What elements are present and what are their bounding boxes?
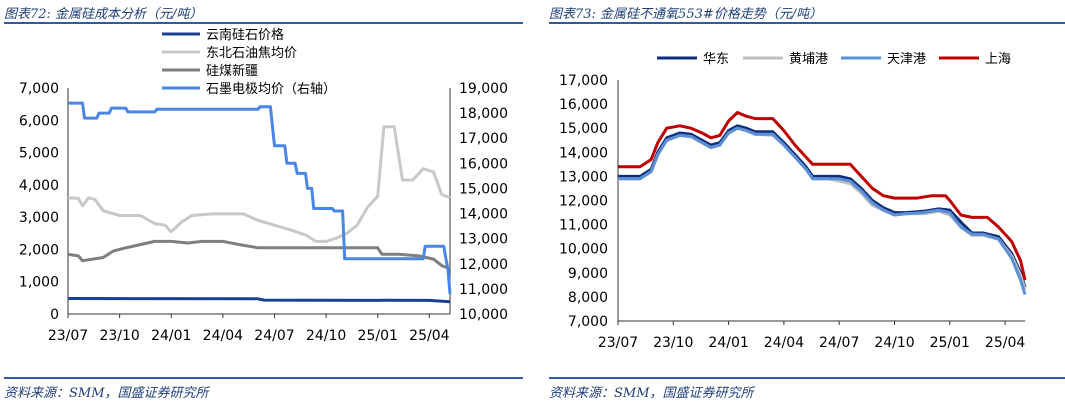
y-tick-label: 15,000 <box>559 121 608 137</box>
legend-label: 硅煤新疆 <box>206 63 258 79</box>
chart-source: 资料来源：SMM，国盛证券研究所 <box>4 386 209 401</box>
y-tick-label-right: 11,000 <box>459 282 508 298</box>
x-tick-label: 24/01 <box>151 328 191 344</box>
y-tick-label: 11,000 <box>559 218 608 234</box>
legend-label: 石墨电极均价（右轴） <box>206 82 336 97</box>
series-line-2 <box>618 126 1027 291</box>
series-line-4 <box>68 101 452 295</box>
x-tick-label: 24/04 <box>203 328 243 344</box>
y-tick-label: 7,000 <box>568 314 608 330</box>
y-tick-label-left: 3,000 <box>19 210 59 226</box>
x-tick-label: 23/07 <box>598 335 638 351</box>
x-tick-label: 24/04 <box>764 335 804 351</box>
x-tick-label: 24/10 <box>874 335 914 351</box>
series-line-4 <box>618 111 1027 281</box>
chart-title: 图表72: 金属硅成本分析（元/吨） <box>4 7 203 22</box>
source-divider <box>4 377 523 379</box>
y-tick-label: 12,000 <box>559 194 608 210</box>
legend-label: 云南硅石价格 <box>206 27 284 43</box>
y-tick-label-right: 15,000 <box>459 181 508 197</box>
series-line-3 <box>67 239 451 271</box>
price-trend-chart: 7,000 8,000 9,000 10,000 11,000 12,000 13,000 1… <box>559 52 1027 351</box>
series-line-2 <box>67 125 451 243</box>
y-tick-label: 16,000 <box>559 97 608 113</box>
series-line-3 <box>618 126 1027 295</box>
y-tick-label: 9,000 <box>568 266 608 282</box>
y-tick-label-left: 6,000 <box>19 113 59 129</box>
chart-panel-cost-analysis: 图表72: 金属硅成本分析（元/吨） 0 1,000 2,000 3,000 4,000… <box>0 0 523 404</box>
x-tick-label: 25/01 <box>930 335 970 351</box>
y-tick-label-right: 10,000 <box>459 307 508 323</box>
y-tick-label-left: 4,000 <box>19 178 59 194</box>
y-tick-label-right: 14,000 <box>459 207 508 223</box>
source-divider <box>549 377 1065 379</box>
cost-analysis-chart: 0 1,000 2,000 3,000 4,000 5,000 6,000 7,000 10,0… <box>19 27 508 344</box>
legend-label: 上海 <box>985 52 1011 67</box>
y-tick-label-left: 2,000 <box>19 242 59 258</box>
y-tick-label: 17,000 <box>559 73 608 89</box>
x-tick-label: 25/04 <box>409 328 449 344</box>
y-tick-label: 8,000 <box>568 290 608 306</box>
y-tick-label: 13,000 <box>559 169 608 185</box>
y-tick-label-right: 16,000 <box>459 156 508 172</box>
legend-label: 华东 <box>703 52 729 67</box>
chart-title: 图表73: 金属硅不通氧553#价格走势（元/吨） <box>549 7 823 22</box>
y-tick-label-right: 12,000 <box>459 257 508 273</box>
x-tick-label: 24/07 <box>254 328 294 344</box>
y-tick-label: 14,000 <box>559 145 608 161</box>
x-tick-label: 24/01 <box>708 335 748 351</box>
series-line-1 <box>67 297 451 304</box>
title-divider <box>549 22 1065 24</box>
legend-label: 黄埔港 <box>789 52 828 67</box>
chart-source: 资料来源：SMM，国盛证券研究所 <box>549 386 754 401</box>
legend-label: 东北石油焦均价 <box>206 46 297 61</box>
chart-panel-price-trend: 图表73: 金属硅不通氧553#价格走势（元/吨） 7,000 8,000 9,00… <box>545 0 1065 404</box>
series-line-1 <box>618 124 1027 288</box>
y-tick-label-right: 18,000 <box>459 106 508 122</box>
y-tick-label-left: 5,000 <box>19 146 59 162</box>
y-tick-label-left: 1,000 <box>19 275 59 291</box>
legend-label: 天津港 <box>887 52 926 67</box>
y-tick-label-right: 13,000 <box>459 232 508 248</box>
x-tick-label: 25/01 <box>358 328 398 344</box>
x-tick-label: 23/10 <box>99 328 139 344</box>
y-tick-label-left: 0 <box>50 307 59 323</box>
x-tick-label: 25/04 <box>985 335 1025 351</box>
x-tick-label: 23/10 <box>653 335 693 351</box>
y-tick-label-right: 17,000 <box>459 131 508 147</box>
x-tick-label: 24/10 <box>306 328 346 344</box>
title-divider <box>4 22 523 24</box>
y-tick-label-right: 19,000 <box>459 81 508 97</box>
x-tick-label: 23/07 <box>48 328 88 344</box>
y-tick-label-left: 7,000 <box>19 81 59 97</box>
x-tick-label: 24/07 <box>819 335 859 351</box>
y-tick-label: 10,000 <box>559 242 608 258</box>
